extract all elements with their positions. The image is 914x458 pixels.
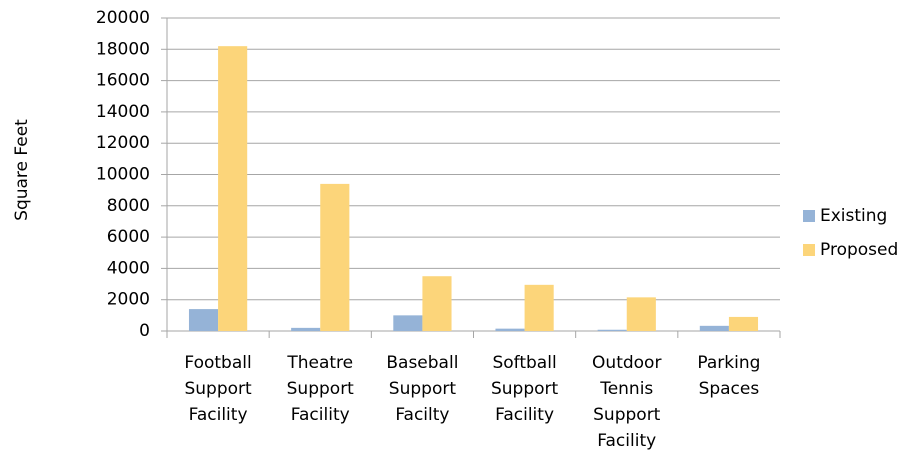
x-tick-label: Parking Spaces: [697, 353, 761, 399]
y-tick-label: 8000: [107, 196, 150, 216]
bar: [699, 325, 729, 331]
bar: [597, 329, 627, 331]
bar: [320, 183, 350, 331]
bar: [626, 297, 656, 331]
y-tick-label: 0: [139, 321, 150, 341]
y-tick-label: 2000: [107, 290, 150, 310]
bar: [495, 328, 525, 331]
x-tick-label: Baseball Support Facilty: [386, 353, 459, 425]
y-tick-label: 10000: [96, 165, 150, 185]
legend-swatch: [803, 210, 815, 222]
legend-swatch: [803, 244, 815, 256]
bar: [422, 276, 452, 331]
y-tick-label: 4000: [107, 258, 150, 278]
x-tick-label: Softball Support Facility: [490, 353, 559, 425]
y-tick-label: 16000: [96, 71, 150, 91]
y-tick-label: 12000: [96, 133, 150, 153]
legend-label: Existing: [820, 206, 887, 226]
bar: [524, 284, 554, 331]
bar: [188, 309, 219, 331]
bar: [218, 46, 248, 332]
x-tick-label: Outdoor Tennis Support Facility: [592, 353, 662, 451]
bar: [291, 327, 321, 331]
bar: [393, 315, 423, 331]
y-axis-title: Square Feet: [12, 119, 32, 221]
x-tick-label: Theatre Support Facility: [286, 353, 354, 425]
bar: [728, 316, 759, 331]
legend-label: Proposed: [820, 240, 898, 260]
y-tick-label: 18000: [96, 39, 150, 59]
y-tick-label: 20000: [96, 8, 150, 28]
y-tick-label: 6000: [107, 227, 150, 247]
x-tick-label: Football Support Facility: [184, 353, 252, 425]
y-tick-label: 14000: [96, 102, 150, 122]
